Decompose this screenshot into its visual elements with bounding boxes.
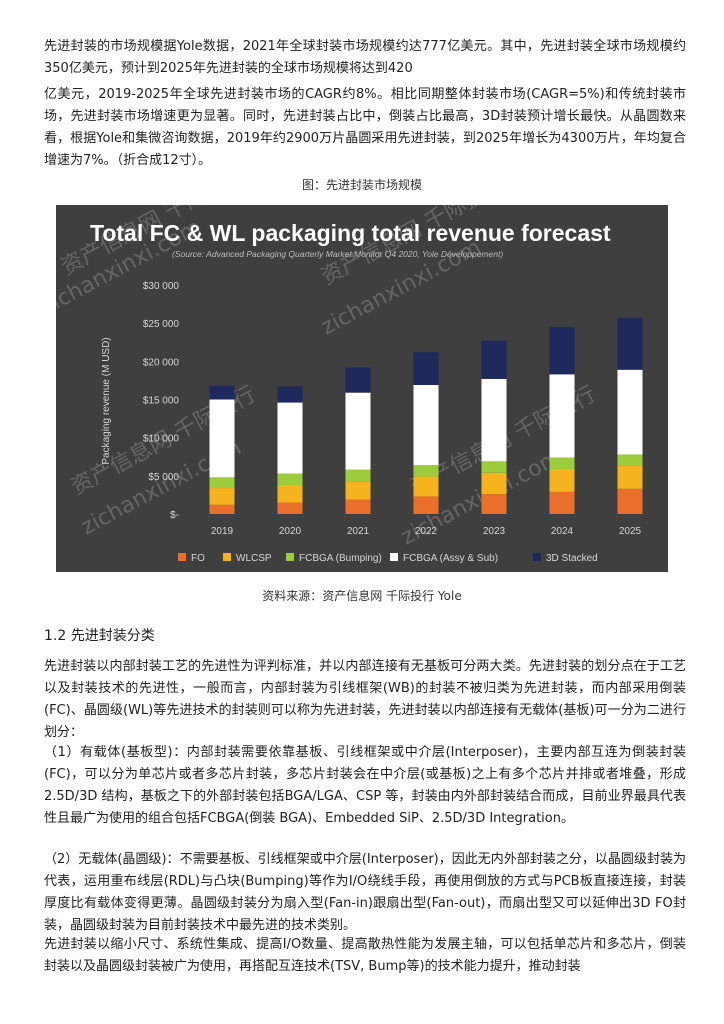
bar-wlcsp-2023 xyxy=(481,472,507,495)
bar-fcbga-bumping--2021 xyxy=(345,469,371,482)
bar-fcbga-assy-sub--2021 xyxy=(345,392,371,470)
legend-swatch xyxy=(286,553,294,561)
y-tick-label: $5 000 xyxy=(148,472,179,483)
bar-wlcsp-2022 xyxy=(413,476,439,497)
bar-wlcsp-2024 xyxy=(549,468,575,492)
legend-swatch xyxy=(223,553,231,561)
revenue-forecast-chart: 资产信息网 千际投行 zichanxinxi.com 资产信息网 千际投行 zi… xyxy=(56,205,668,572)
bar-fcbga-assy-sub--2024 xyxy=(549,374,575,458)
bar-fo-2024 xyxy=(549,491,575,514)
chart-title: Total FC & WL packaging total revenue fo… xyxy=(90,220,611,246)
x-axis-ticks: 2019 2020 2021 2022 2023 2024 2025 xyxy=(211,526,642,537)
source-caption: 资料来源：资产信息网 千际投行 Yole xyxy=(262,589,462,603)
bar-wlcsp-2021 xyxy=(345,481,371,500)
y-axis-label: Packaging revenue (M USD) xyxy=(101,337,112,464)
bar-wlcsp-2019 xyxy=(209,488,235,505)
x-tick-label: 2019 xyxy=(211,526,234,537)
y-tick-label: $20 000 xyxy=(143,357,180,368)
y-tick-label: $30 000 xyxy=(143,281,180,292)
bar-wlcsp-2020 xyxy=(277,484,303,503)
paragraph-substrate-type: （1）有载体(基板型)：内部封装需要依靠基板、引线框架或中介层(Interpos… xyxy=(44,745,686,826)
paragraph-wafer-level: （2）无载体(晶圆级)：不需要基板、引线框架或中介层(Interposer)，因… xyxy=(44,852,686,933)
y-tick-label: $15 000 xyxy=(143,396,180,407)
bar-3d-stacked-2019 xyxy=(209,385,235,400)
y-tick-label: $25 000 xyxy=(143,319,180,330)
paragraph-market-size: 先进封装的市场规模据Yole数据，2021年全球封装市场规模约达777亿美元。其… xyxy=(44,39,686,76)
bar-fo-2023 xyxy=(481,494,507,514)
bar-3d-stacked-2025 xyxy=(617,317,643,370)
paragraph-cagr: 亿美元，2019-2025年全球先进封装市场的CAGR约8%。相比同期整体封装市… xyxy=(44,87,686,168)
legend-swatch xyxy=(390,553,398,561)
paragraph-development: 先进封装以缩小尺寸、系统性集成、提高I/O数量、提高散热性能为发展主轴，可以包括… xyxy=(44,937,686,974)
bar-fcbga-bumping--2022 xyxy=(413,465,439,477)
bar-3d-stacked-2024 xyxy=(549,326,575,375)
bar-3d-stacked-2020 xyxy=(277,386,303,403)
y-tick-label: $10 000 xyxy=(143,434,180,445)
legend-label: FCBGA (Bumping) xyxy=(299,553,382,564)
bar-fcbga-assy-sub--2019 xyxy=(209,399,235,478)
bar-fcbga-bumping--2020 xyxy=(277,473,303,485)
bar-fcbga-assy-sub--2025 xyxy=(617,369,643,455)
bar-fo-2021 xyxy=(345,499,371,514)
bar-3d-stacked-2021 xyxy=(345,367,371,393)
y-tick-label: $- xyxy=(170,510,179,521)
bar-fcbga-bumping--2024 xyxy=(549,457,575,469)
x-tick-label: 2020 xyxy=(279,526,302,537)
bar-series xyxy=(209,317,643,514)
chart-legend: FO WLCSP FCBGA (Bumping) FCBGA (Assy & Sub)… xyxy=(178,553,598,564)
chart-subtitle: (Source: Advanced Packaging Quarterly Ma… xyxy=(172,249,503,259)
x-tick-label: 2023 xyxy=(483,526,506,537)
bar-fcbga-assy-sub--2020 xyxy=(277,402,303,474)
y-axis-ticks: $- $5 000 $10 000 $15 000 $20 000 $25 000 $30 … xyxy=(143,281,180,521)
bar-fo-2025 xyxy=(617,488,643,514)
x-tick-label: 2021 xyxy=(347,526,370,537)
bar-fcbga-assy-sub--2023 xyxy=(481,378,507,462)
x-tick-label: 2022 xyxy=(415,526,438,537)
bar-fo-2020 xyxy=(277,502,303,514)
legend-swatch xyxy=(533,553,541,561)
legend-label: FCBGA (Assy & Sub) xyxy=(403,553,498,564)
bar-fo-2019 xyxy=(209,504,235,514)
legend-label: FO xyxy=(191,553,205,564)
legend-swatch xyxy=(178,553,186,561)
bar-3d-stacked-2023 xyxy=(481,340,507,379)
figure-caption: 图：先进封装市场规模 xyxy=(301,178,422,192)
bar-fcbga-bumping--2019 xyxy=(209,477,235,489)
bar-3d-stacked-2022 xyxy=(413,352,439,385)
x-tick-label: 2024 xyxy=(551,526,574,537)
bar-fo-2022 xyxy=(413,496,439,514)
bar-fcbga-bumping--2025 xyxy=(617,454,643,466)
paragraph-classification: 先进封装以内部封装工艺的先进性为评判标准，并以内部连接有无基板可分两大类。先进封… xyxy=(44,659,686,740)
legend-label: 3D Stacked xyxy=(546,553,598,564)
bar-fcbga-assy-sub--2022 xyxy=(413,384,439,466)
bar-wlcsp-2025 xyxy=(617,465,643,489)
section-heading: 1.2 先进封装分类 xyxy=(44,628,155,644)
legend-label: WLCSP xyxy=(236,553,272,564)
x-tick-label: 2025 xyxy=(619,526,642,537)
bar-fcbga-bumping--2023 xyxy=(481,461,507,473)
